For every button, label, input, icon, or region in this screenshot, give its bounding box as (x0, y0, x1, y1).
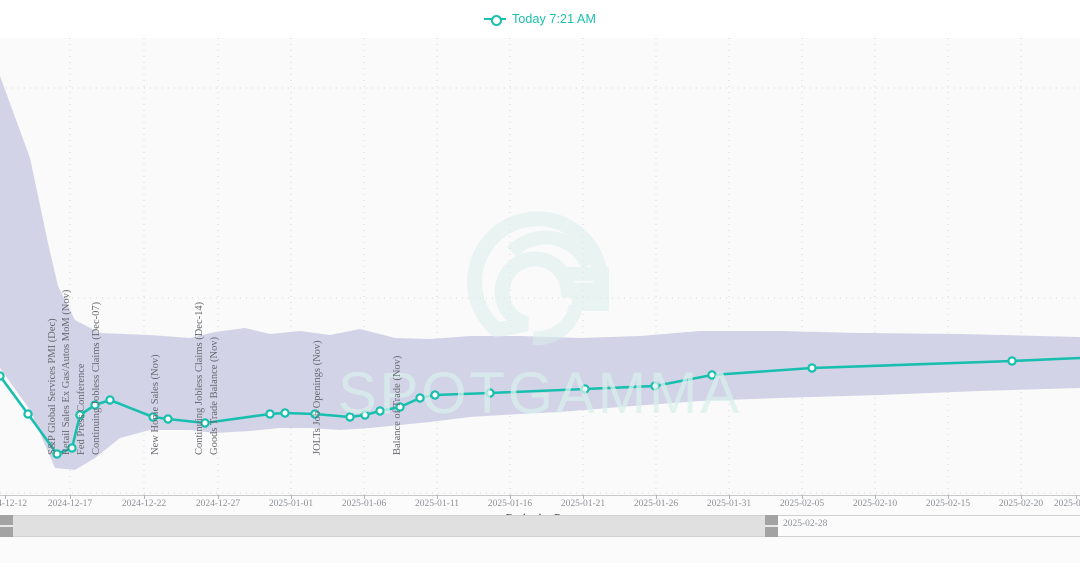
data-point-marker[interactable] (310, 409, 320, 419)
x-axis-tick (583, 495, 584, 499)
x-axis-tick-label: 2025-02-25 (1053, 499, 1080, 509)
range-slider-right-handle[interactable] (765, 515, 778, 537)
data-point-marker[interactable] (650, 381, 660, 391)
x-axis-tick (437, 495, 438, 499)
x-axis-tick-label: 2025-01-11 (415, 499, 459, 509)
range-band-area (0, 76, 1080, 470)
data-point-marker[interactable] (105, 395, 115, 405)
x-axis-line (0, 495, 1080, 496)
x-axis-tick (291, 495, 292, 499)
x-axis-tick-label: 2024-12-27 (195, 499, 241, 509)
x-axis-tick-label: 2024-12-12 (0, 499, 28, 509)
data-point-marker[interactable] (485, 388, 495, 398)
event-label[interactable]: New Home Sales (Nov) (150, 354, 161, 455)
x-axis-tick (875, 495, 876, 499)
data-point-marker[interactable] (75, 410, 85, 420)
data-point-marker[interactable] (0, 371, 5, 381)
data-point-marker[interactable] (90, 400, 100, 410)
event-label[interactable]: Fed Press Conference (76, 363, 87, 455)
data-point-marker[interactable] (280, 408, 290, 418)
chart-legend: Today 7:21 AM (0, 0, 1080, 38)
x-axis-tick (1076, 495, 1077, 499)
data-point-marker[interactable] (148, 412, 158, 422)
event-label[interactable]: JOLTs Job Openings (Nov) (312, 340, 323, 455)
x-axis-tick-label: 2025-01-06 (341, 499, 387, 509)
x-axis-tick (729, 495, 730, 499)
data-point-marker[interactable] (345, 412, 355, 422)
data-point-marker[interactable] (52, 449, 62, 459)
x-axis-tick-label: 2024-12-22 (121, 499, 167, 509)
x-axis-tick-label: 2025-02-10 (852, 499, 898, 509)
event-label[interactable]: Goods Trade Balance (Nov) (209, 336, 220, 455)
data-point-marker[interactable] (67, 443, 77, 453)
x-axis-tick-label: 2025-01-01 (268, 499, 314, 509)
x-axis-tick (70, 495, 71, 499)
event-label[interactable]: Retail Sales Ex Gas/Autos MoM (Nov) (61, 289, 72, 455)
event-label[interactable]: S&P Global Services PMI (Dec) (47, 318, 58, 455)
data-point-marker[interactable] (360, 410, 370, 420)
data-point-marker[interactable] (23, 409, 33, 419)
legend-item-today[interactable]: Today 7:21 AM (484, 12, 596, 26)
data-point-marker[interactable] (395, 402, 405, 412)
x-axis-tick-label: 2025-02-05 (779, 499, 825, 509)
data-point-marker[interactable] (375, 406, 385, 416)
series-markers (0, 356, 1017, 459)
x-axis-tick (948, 495, 949, 499)
x-axis: 2024-12-12 2024-12-17 2024-12-22 2024-12-27… (0, 495, 1080, 524)
data-point-marker[interactable] (1007, 356, 1017, 366)
data-point-marker[interactable] (807, 363, 817, 373)
data-point-marker[interactable] (200, 418, 210, 428)
range-slider-selection[interactable] (13, 516, 765, 536)
data-point-marker[interactable] (430, 390, 440, 400)
grip-icon (765, 525, 778, 527)
event-label[interactable]: Continuing Jobless Claims (Dec-07) (91, 301, 102, 455)
chart-canvas (0, 38, 1080, 495)
x-axis-tick (218, 495, 219, 499)
x-axis-tick (364, 495, 365, 499)
x-axis-tick-label: 2025-01-16 (487, 499, 533, 509)
x-axis-tick (5, 495, 6, 499)
page-footer (0, 539, 1080, 563)
grip-icon (0, 525, 13, 527)
event-label[interactable]: Balance of Trade (Nov) (392, 355, 403, 455)
x-axis-tick-label: 2025-01-26 (633, 499, 679, 509)
x-axis-tick (1021, 495, 1022, 499)
range-slider-left-handle[interactable] (0, 515, 13, 537)
data-point-marker[interactable] (415, 393, 425, 403)
range-slider-right-label: 2025-02-28 (783, 519, 828, 529)
x-axis-tick-label: 2025-02-20 (998, 499, 1044, 509)
data-point-marker[interactable] (265, 409, 275, 419)
x-axis-tick (802, 495, 803, 499)
x-axis-tick-label: 2025-01-31 (706, 499, 752, 509)
x-axis-tick (144, 495, 145, 499)
x-axis-tick-label: 2024-12-17 (47, 499, 93, 509)
data-point-marker[interactable] (707, 370, 717, 380)
x-axis-tick (656, 495, 657, 499)
data-point-marker[interactable] (580, 384, 590, 394)
x-axis-tick (510, 495, 511, 499)
plot-area[interactable]: SPOTGAMMA S&P Global Services PMI (Dec) R… (0, 38, 1080, 495)
data-point-marker[interactable] (163, 414, 173, 424)
line-marker-icon (484, 13, 506, 26)
legend-label-today: Today 7:21 AM (512, 12, 596, 26)
x-axis-tick-label: 2025-01-21 (560, 499, 606, 509)
x-axis-tick-label: 2025-02-15 (925, 499, 971, 509)
event-label[interactable]: Continuing Jobless Claims (Dec-14) (194, 301, 205, 455)
range-slider[interactable]: 2025-02-28 (0, 513, 1080, 539)
